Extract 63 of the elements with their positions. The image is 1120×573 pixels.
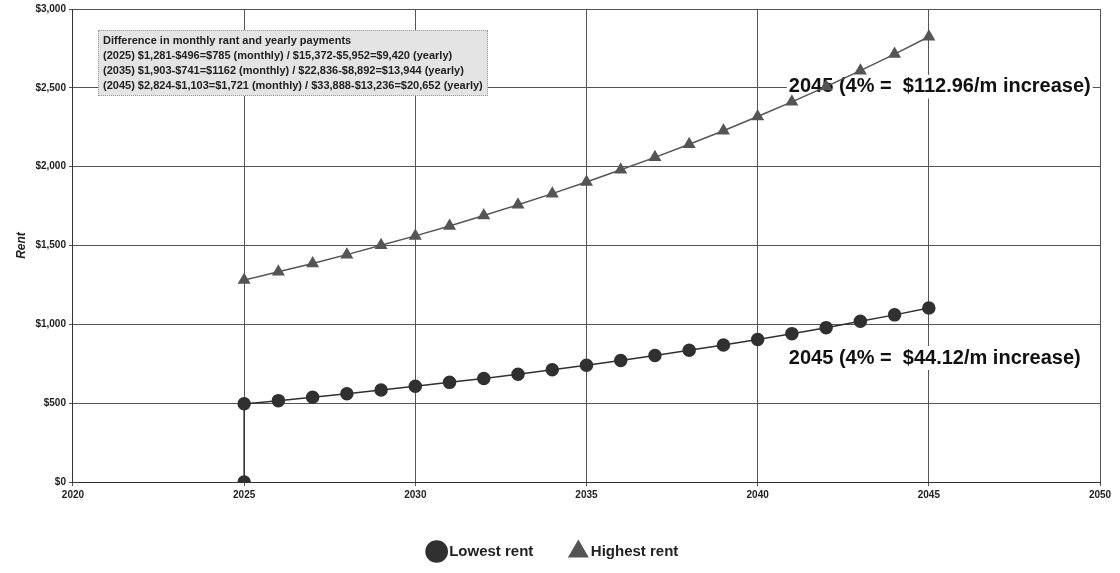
point [374,383,388,397]
point [238,273,251,284]
point [785,326,799,341]
point [340,386,354,401]
point [512,198,524,209]
legend-label: Lowest rent [449,541,534,559]
point [477,208,490,220]
point [648,348,662,363]
y-tick-label: $3,000 [35,2,67,14]
point [785,95,798,106]
point [237,397,251,411]
x-tick-label: 2030 [404,488,427,500]
y-tick-label: $1,500 [35,239,67,251]
point [442,375,457,390]
point [443,219,456,230]
point [408,379,423,394]
x-tick-label: 2045 [917,488,941,500]
point [477,371,491,386]
point [717,123,730,135]
point [614,163,627,174]
point [375,238,388,250]
point [272,265,285,276]
annotation: 2045 (4% = $44.12/m increase) [788,345,1081,368]
y-tick-label: $1,000 [35,318,67,330]
point [305,390,320,404]
point [649,150,661,162]
point [716,338,731,352]
point [750,332,765,347]
y-tick-label: $500 [43,396,67,408]
legend-label: Highest rent [590,541,679,559]
y-tick-label: $2,000 [35,160,67,172]
point [922,30,935,41]
y-axis-title: Rent [13,231,28,259]
x-tick-label: 2025 [233,488,256,500]
annotation: Difference in monthly rant and yearly payments [103,33,353,48]
annotation: (2025) $1,281-$496=$785 (monthly) / $15,372-$5,952=$9,420 (yearly) [103,48,454,63]
point [854,63,867,75]
point [682,343,696,358]
point [409,229,422,240]
x-tick-label: 2020 [61,488,85,500]
y-tick-label: $0 [54,475,67,487]
point [751,109,764,121]
point [579,358,594,372]
point [546,186,559,198]
point [613,353,628,368]
x-tick-label: 2035 [575,488,599,500]
y-tick-label: $2,500 [35,81,67,93]
annotation: (2045) $2,824-$1,103=$1,721 (monthly) / $33,888-$13,236=$20,652 (yearly) [103,78,483,93]
point [683,137,696,149]
point [580,175,593,186]
x-tick-label: 2050 [1088,488,1112,500]
point [271,393,286,408]
point [853,314,868,329]
point [545,362,560,377]
point [819,320,833,335]
point [888,47,901,58]
point [340,247,353,259]
point [511,367,525,381]
annotation: (2035) $1,903-$741=$1162 (monthly) / $22,836-$8,892=$13,944 (yearly) [103,63,465,78]
x-tick-label: 2040 [746,488,770,500]
point [887,308,902,322]
point [306,256,319,268]
point [922,301,936,315]
